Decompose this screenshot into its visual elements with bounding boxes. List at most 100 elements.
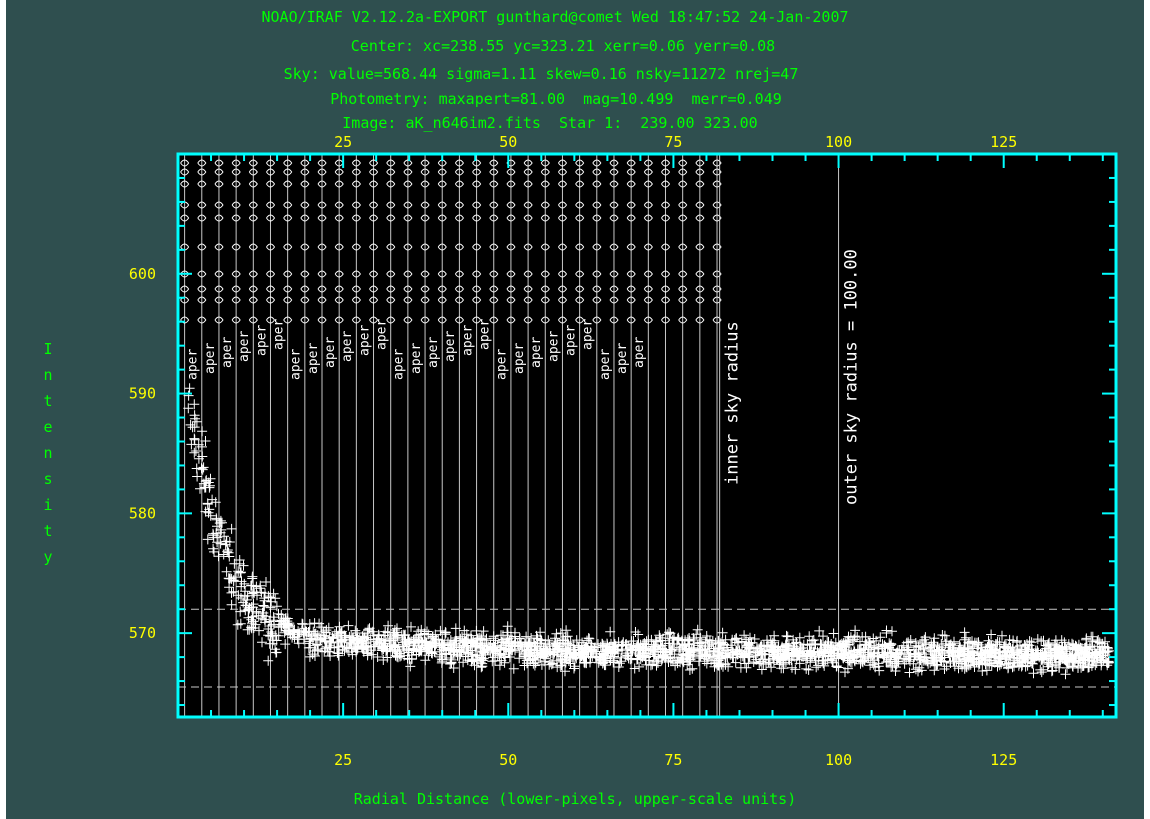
aperture-annotation-glyph: [643, 214, 653, 222]
aperture-annotation-glyph: [317, 180, 327, 188]
aperture-annotation-glyph: [540, 180, 550, 188]
aperture-annotation-glyph: [420, 285, 430, 293]
aperture-annotation-glyph: [558, 159, 568, 167]
aperture-annotation-glyph: [248, 270, 258, 278]
aperture-annotation-glyph: [643, 270, 653, 278]
aperture-annotation-glyph: [643, 285, 653, 293]
aperture-annotation-glyph: [248, 180, 258, 188]
aperture-annotation-glyph: [403, 168, 413, 176]
aperture-annotation-glyph: [266, 296, 276, 304]
aperture-annotation-glyph: [472, 180, 482, 188]
header-system-line: NOAO/IRAF V2.12.2a-EXPORT gunthard@comet…: [261, 8, 849, 26]
aperture-annotation-glyph: [695, 168, 705, 176]
aperture-annotation-glyph: [506, 168, 516, 176]
aperture-label: aper: [340, 331, 355, 362]
aperture-annotation-glyph: [489, 201, 499, 209]
aperture-annotation-glyph: [214, 285, 224, 293]
aperture-label: aper: [460, 325, 475, 356]
aperture-annotation-glyph: [334, 201, 344, 209]
y-axis-label-letter: t: [43, 392, 53, 410]
aperture-annotation-glyph: [558, 316, 568, 324]
aperture-annotation-glyph: [575, 270, 585, 278]
aperture-annotation-glyph: [403, 159, 413, 167]
aperture-annotation-glyph: [300, 270, 310, 278]
aperture-annotation-glyph: [661, 180, 671, 188]
aperture-annotation-glyph: [334, 270, 344, 278]
aperture-annotation-glyph: [386, 316, 396, 324]
aperture-annotation-glyph: [403, 270, 413, 278]
aperture-annotation-glyph: [626, 180, 636, 188]
aperture-annotation-glyph: [180, 214, 190, 222]
aperture-label: aper: [426, 337, 441, 368]
aperture-annotation-glyph: [592, 243, 602, 251]
aperture-annotation-glyph: [609, 159, 619, 167]
aperture-annotation-glyph: [558, 201, 568, 209]
aperture-annotation-glyph: [231, 201, 241, 209]
aperture-annotation-glyph: [575, 180, 585, 188]
x-tick-label: 100: [825, 751, 852, 769]
aperture-annotation-glyph: [592, 168, 602, 176]
aperture-annotation-glyph: [661, 214, 671, 222]
aperture-annotation-glyph: [386, 270, 396, 278]
aperture-annotation-glyph: [626, 159, 636, 167]
aperture-annotation-glyph: [678, 180, 688, 188]
x-axis-label: Radial Distance (lower-pixels, upper-sca…: [353, 790, 797, 808]
aperture-annotation-glyph: [231, 270, 241, 278]
inner-sky-radius-label: inner sky radius: [723, 321, 743, 485]
aperture-annotation-glyph: [317, 270, 327, 278]
aperture-annotation-glyph: [454, 180, 465, 188]
aperture-annotation-glyph: [283, 243, 293, 251]
aperture-annotation-glyph: [472, 270, 482, 278]
aperture-annotation-glyph: [369, 243, 379, 251]
aperture-annotation-glyph: [214, 214, 224, 222]
y-tick-label: 570: [129, 624, 156, 642]
aperture-annotation-glyph: [351, 180, 361, 188]
aperture-annotation-glyph: [489, 270, 499, 278]
aperture-annotation-glyph: [283, 316, 293, 324]
aperture-annotation-glyph: [523, 243, 533, 251]
aperture-annotation-glyph: [454, 296, 465, 304]
aperture-annotation-glyph: [558, 285, 568, 293]
aperture-annotation-glyph: [489, 296, 499, 304]
aperture-annotation-glyph: [712, 243, 722, 251]
aperture-annotation-glyph: [678, 270, 688, 278]
aperture-annotation-glyph: [283, 214, 293, 222]
aperture-annotation-glyph: [558, 180, 568, 188]
aperture-annotation-glyph: [626, 285, 636, 293]
aperture-annotation-glyph: [300, 201, 310, 209]
aperture-annotation-glyph: [661, 159, 671, 167]
aperture-annotation-glyph: [609, 201, 619, 209]
aperture-annotation-glyph: [214, 316, 224, 324]
aperture-annotation-glyph: [472, 201, 482, 209]
aperture-annotation-glyph: [540, 270, 550, 278]
aperture-annotation-glyph: [420, 243, 430, 251]
x-top-tick-label: 25: [334, 133, 352, 151]
aperture-annotation-glyph: [369, 270, 379, 278]
aperture-label: aper: [323, 337, 338, 368]
aperture-annotation-glyph: [266, 180, 276, 188]
aperture-annotation-glyph: [248, 214, 258, 222]
aperture-annotation-glyph: [454, 270, 465, 278]
aperture-annotation-glyph: [403, 180, 413, 188]
aperture-annotation-glyph: [437, 214, 447, 222]
aperture-annotation-glyph: [248, 201, 258, 209]
x-tick-label: 25: [334, 751, 352, 769]
x-tick-label: 125: [990, 751, 1017, 769]
header-sky-line: Sky: value=568.44 sigma=1.11 skew=0.16 n…: [283, 65, 799, 83]
aperture-annotation-glyph: [334, 168, 344, 176]
aperture-annotation-glyph: [403, 316, 413, 324]
aperture-annotation-glyph: [317, 296, 327, 304]
aperture-annotation-glyph: [197, 296, 207, 304]
aperture-annotation-glyph: [214, 296, 224, 304]
aperture-annotation-glyph: [454, 201, 465, 209]
aperture-annotation-glyph: [609, 285, 619, 293]
aperture-annotation-glyph: [575, 243, 585, 251]
aperture-label: aper: [443, 331, 458, 362]
y-tick-label: 600: [129, 265, 156, 283]
aperture-annotation-glyph: [661, 296, 671, 304]
aperture-annotation-glyph: [454, 159, 465, 167]
aperture-annotation-glyph: [592, 180, 602, 188]
aperture-annotation-glyph: [420, 180, 430, 188]
aperture-annotation-glyph: [283, 168, 293, 176]
